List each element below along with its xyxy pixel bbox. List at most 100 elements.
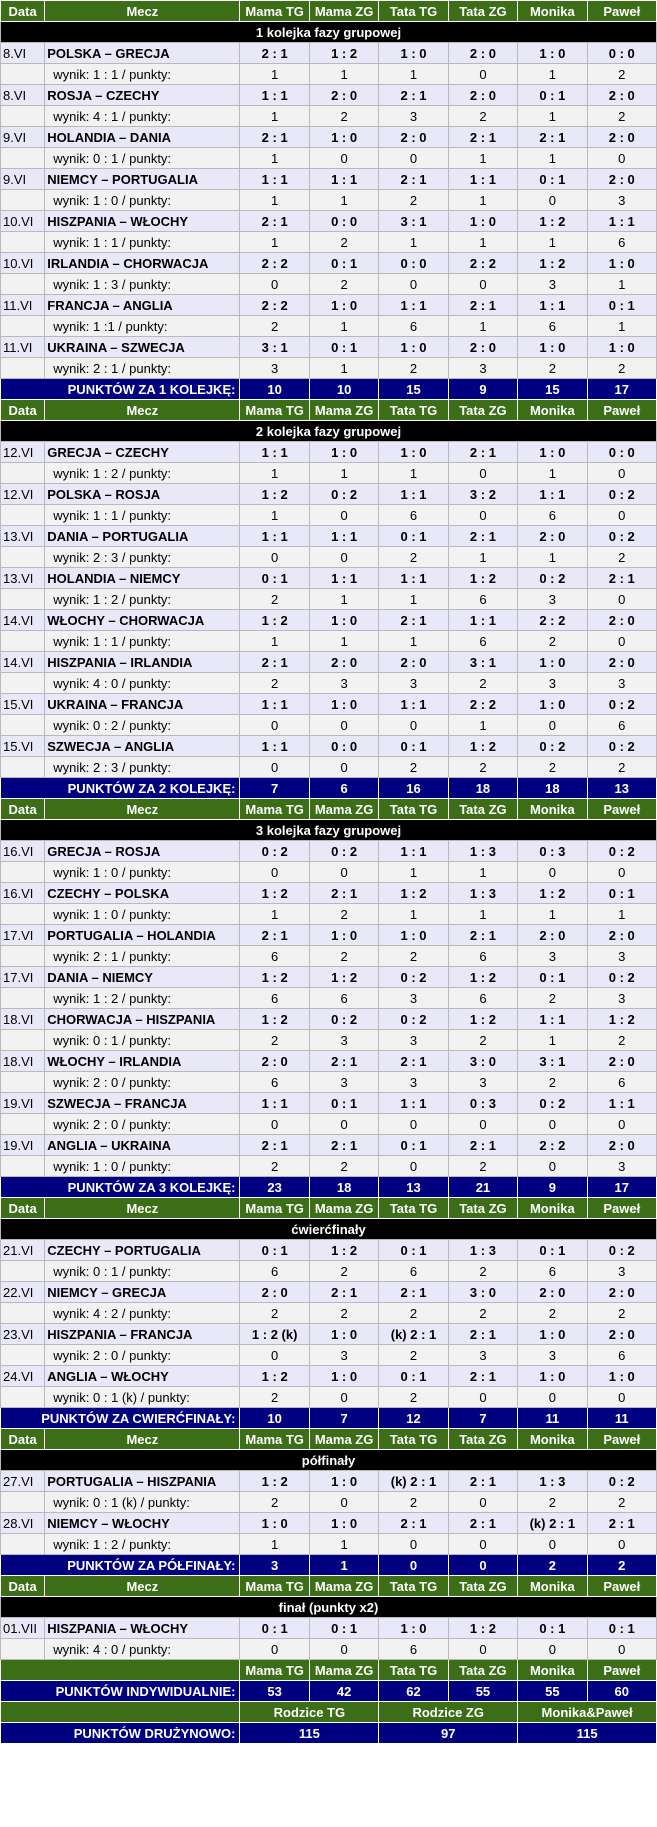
result-text: wynik: 1 : 2 / punkty: [44,1533,241,1555]
points-cell: 3 [517,672,588,694]
bet-cell: 2 : 1 [239,42,310,64]
result-row: wynik: 1 : 1 / punkty: 1 1 1 0 1 2 [0,63,657,85]
bet-cell: 0 : 2 [517,735,588,757]
points-cell: 0 [447,1491,519,1513]
bet-cell: 2 : 0 [517,924,588,946]
points-cell: 1 [517,903,588,925]
sum-value: 2 [586,1554,657,1576]
bet-cell: 0 : 1 [239,1617,310,1639]
header-player: Monika [517,399,588,421]
bet-cell: 2 : 1 [378,168,449,190]
sum-value: 15 [517,378,588,400]
totals-player-name: Paweł [586,1659,657,1681]
result-row: wynik: 2 : 1 / punkty: 6 2 2 6 3 3 [0,945,657,967]
bet-cell: 1 : 2 [586,1008,657,1030]
points-cell: 0 [517,1113,588,1135]
points-cell: 3 [378,105,449,127]
bet-cell: 1 : 0 [586,1365,657,1387]
bet-cell: 2 : 0 [586,609,657,631]
points-cell: 6 [239,987,310,1009]
points-cell: 2 [378,945,449,967]
points-cell: 1 [239,504,310,526]
blank-cell [0,105,46,127]
bet-cell: 0 : 0 [308,735,380,757]
bet-cell: 2 : 0 [586,84,657,106]
bet-cell: 0 : 2 [586,525,657,547]
header-player: Paweł [586,0,657,22]
points-cell: 1 [517,147,588,169]
match-name: UKRAINA – FRANCJA [44,693,241,715]
bet-cell: 2 : 1 [447,525,519,547]
bet-cell: 2 : 0 [447,42,519,64]
points-cell: 6 [586,714,657,736]
points-cell: 0 [308,756,380,778]
bet-cell: 1 : 1 [586,1092,657,1114]
sum-value: 18 [517,777,588,799]
bet-cell: 2 : 0 [586,1050,657,1072]
points-cell: 3 [378,1029,449,1051]
points-cell: 6 [586,231,657,253]
bet-cell: 0 : 2 [308,840,380,862]
sum-value: 21 [447,1176,519,1198]
bet-cell: 0 : 2 [517,1092,588,1114]
points-cell: 2 [239,315,310,337]
bet-cell: 2 : 1 [378,609,449,631]
points-cell: 1 [378,231,449,253]
points-cell: 2 [308,105,380,127]
points-cell: 1 [308,315,380,337]
bet-cell: 2 : 0 [447,336,519,358]
match-name: HOLANDIA – NIEMCY [44,567,241,589]
sum-value: 12 [378,1407,449,1429]
points-cell: 2 [308,1302,380,1324]
section-title: 3 kolejka fazy grupowej [0,819,657,841]
blank-cell [0,504,46,526]
individual-value: 55 [447,1680,519,1702]
blank-cell [0,1302,46,1324]
bet-cell: 2 : 0 [586,1323,657,1345]
bet-cell: 0 : 1 [517,168,588,190]
bet-cell: 1 : 1 [517,483,588,505]
bet-cell: 0 : 1 [308,336,380,358]
result-text: wynik: 1 : 2 / punkty: [44,588,241,610]
sum-value: 3 [239,1554,310,1576]
points-cell: 6 [447,630,519,652]
points-cell: 2 [447,756,519,778]
match-date: 18.VI [0,1050,46,1072]
points-cell: 0 [308,714,380,736]
bet-cell: 1 : 2 [447,735,519,757]
points-cell: 3 [378,1071,449,1093]
bet-cell: 0 : 1 [378,735,449,757]
section-title-row: 2 kolejka fazy grupowej [0,420,657,442]
result-row: wynik: 0 : 1 / punkty: 6 2 6 2 6 3 [0,1260,657,1282]
points-cell: 2 [239,1491,310,1513]
header-match: Mecz [44,1575,241,1597]
points-cell: 2 [586,1302,657,1324]
points-cell: 0 [378,1533,449,1555]
points-cell: 2 [517,1491,588,1513]
bet-cell: 1 : 3 [447,840,519,862]
points-cell: 1 [586,903,657,925]
sum-value: 16 [378,777,449,799]
bet-cell: 2 : 2 [239,294,310,316]
match-name: PORTUGALIA – HOLANDIA [44,924,241,946]
section-sum-row: PUNKTÓW ZA CWIERĆFINAŁY: 10 7 12 7 11 11 [0,1407,657,1429]
header-player: Monika [517,798,588,820]
points-cell: 1 [308,1533,380,1555]
points-cell: 6 [517,1260,588,1282]
bet-cell: 1 : 3 [517,1470,588,1492]
points-cell: 1 [378,462,449,484]
section-sum-row: PUNKTÓW ZA 3 KOLEJKĘ: 23 18 13 21 9 17 [0,1176,657,1198]
points-cell: 1 [239,1533,310,1555]
result-row: wynik: 0 : 1 (k) / punkty: 2 0 2 0 0 0 [0,1386,657,1408]
result-row: wynik: 1 : 0 / punkty: 0 0 1 1 0 0 [0,861,657,883]
bet-cell: 1 : 1 [378,1092,449,1114]
bet-cell: 1 : 1 [378,840,449,862]
section-sum-row: PUNKTÓW ZA PÓŁFINAŁY: 3 1 0 0 2 2 [0,1554,657,1576]
points-cell: 0 [517,1533,588,1555]
